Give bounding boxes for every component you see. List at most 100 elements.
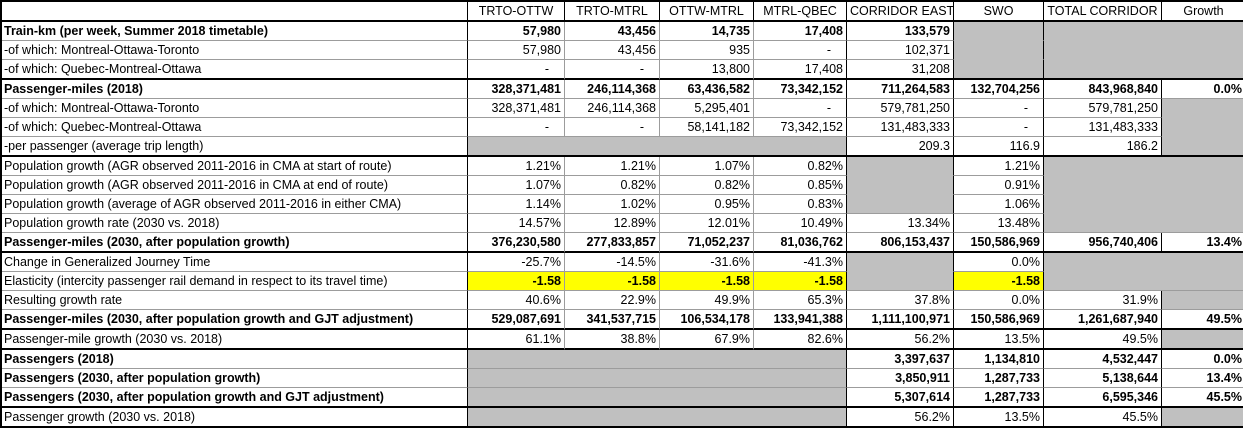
row-label[interactable]: Resulting growth rate [2, 291, 468, 310]
value-cell[interactable]: - [754, 99, 847, 118]
empty-cell[interactable] [954, 22, 1044, 41]
value-cell[interactable]: 1.07% [660, 157, 754, 176]
empty-cell[interactable] [1162, 330, 1243, 350]
value-cell[interactable]: 1,111,100,971 [847, 310, 954, 330]
column-header[interactable]: TOTAL CORRIDOR [1044, 2, 1162, 22]
value-cell[interactable]: 328,371,481 [468, 99, 565, 118]
empty-cell[interactable] [1044, 41, 1243, 60]
empty-cell[interactable] [468, 408, 847, 426]
value-cell[interactable]: -1.58 [565, 272, 660, 291]
column-header[interactable]: TRTO-OTTW [468, 2, 565, 22]
value-cell[interactable]: 13.5% [954, 330, 1044, 350]
value-cell[interactable]: -1.58 [954, 272, 1044, 291]
value-cell[interactable]: - [468, 118, 565, 137]
row-label[interactable]: Change in Generalized Journey Time [2, 253, 468, 272]
value-cell[interactable]: 31.9% [1044, 291, 1162, 310]
value-cell[interactable]: 0.82% [660, 176, 754, 195]
value-cell[interactable]: 0.95% [660, 195, 754, 214]
value-cell[interactable]: 0.83% [754, 195, 847, 214]
value-cell[interactable]: 43,456 [565, 22, 660, 41]
row-label[interactable]: Passengers (2018) [2, 350, 468, 369]
value-cell[interactable]: 49.9% [660, 291, 754, 310]
empty-cell[interactable] [1044, 60, 1243, 80]
row-label[interactable]: Train-km (per week, Summer 2018 timetabl… [2, 22, 468, 41]
value-cell[interactable]: 935 [660, 41, 754, 60]
value-cell[interactable]: 13.4% [1162, 233, 1243, 253]
value-cell[interactable]: 1,287,733 [954, 369, 1044, 388]
empty-cell[interactable] [847, 195, 954, 214]
value-cell[interactable]: 56.2% [847, 330, 954, 350]
value-cell[interactable]: 5,307,614 [847, 388, 954, 408]
value-cell[interactable]: 0.82% [754, 157, 847, 176]
value-cell[interactable]: -41.3% [754, 253, 847, 272]
value-cell[interactable]: 246,114,368 [565, 80, 660, 99]
empty-cell[interactable] [847, 176, 954, 195]
value-cell[interactable]: 13,800 [660, 60, 754, 80]
column-header[interactable]: Growth [1162, 2, 1243, 22]
value-cell[interactable]: 0.0% [1162, 80, 1243, 99]
value-cell[interactable]: 341,537,715 [565, 310, 660, 330]
value-cell[interactable]: 49.5% [1162, 310, 1243, 330]
row-label[interactable]: Passenger-mile growth (2030 vs. 2018) [2, 330, 468, 350]
row-label[interactable]: Passenger growth (2030 vs. 2018) [2, 408, 468, 426]
value-cell[interactable]: 0.82% [565, 176, 660, 195]
row-label[interactable]: Passengers (2030, after population growt… [2, 369, 468, 388]
row-label[interactable]: Population growth (average of AGR observ… [2, 195, 468, 214]
value-cell[interactable]: 328,371,481 [468, 80, 565, 99]
value-cell[interactable]: 12.89% [565, 214, 660, 233]
value-cell[interactable]: 133,579 [847, 22, 954, 41]
row-label[interactable]: Population growth rate (2030 vs. 2018) [2, 214, 468, 233]
value-cell[interactable]: 73,342,152 [754, 80, 847, 99]
value-cell[interactable]: 22.9% [565, 291, 660, 310]
column-header[interactable]: SWO [954, 2, 1044, 22]
empty-cell[interactable] [468, 350, 847, 369]
value-cell[interactable]: 116.9 [954, 137, 1044, 157]
value-cell[interactable]: 61.1% [468, 330, 565, 350]
row-label[interactable]: -of which: Montreal-Ottawa-Toronto [2, 99, 468, 118]
value-cell[interactable]: 106,534,178 [660, 310, 754, 330]
value-cell[interactable]: 14,735 [660, 22, 754, 41]
value-cell[interactable]: -1.58 [660, 272, 754, 291]
value-cell[interactable]: 1.21% [565, 157, 660, 176]
empty-cell[interactable] [847, 253, 954, 272]
value-cell[interactable]: -14.5% [565, 253, 660, 272]
corner-cell[interactable] [2, 2, 468, 22]
empty-cell[interactable] [1044, 214, 1243, 233]
value-cell[interactable]: 63,436,582 [660, 80, 754, 99]
value-cell[interactable]: 82.6% [754, 330, 847, 350]
empty-cell[interactable] [1162, 291, 1243, 310]
value-cell[interactable]: 45.5% [1044, 408, 1162, 426]
value-cell[interactable]: - [468, 60, 565, 80]
value-cell[interactable]: 579,781,250 [847, 99, 954, 118]
value-cell[interactable]: - [565, 118, 660, 137]
value-cell[interactable]: 14.57% [468, 214, 565, 233]
value-cell[interactable]: 956,740,406 [1044, 233, 1162, 253]
empty-cell[interactable] [1044, 195, 1243, 214]
value-cell[interactable]: 13.48% [954, 214, 1044, 233]
value-cell[interactable]: 37.8% [847, 291, 954, 310]
value-cell[interactable]: 1.06% [954, 195, 1044, 214]
value-cell[interactable]: 5,295,401 [660, 99, 754, 118]
empty-cell[interactable] [847, 272, 954, 291]
value-cell[interactable]: - [565, 60, 660, 80]
value-cell[interactable]: 4,532,447 [1044, 350, 1162, 369]
row-label[interactable]: Elasticity (intercity passenger rail dem… [2, 272, 468, 291]
value-cell[interactable]: 49.5% [1044, 330, 1162, 350]
value-cell[interactable]: -1.58 [468, 272, 565, 291]
empty-cell[interactable] [1044, 157, 1243, 176]
row-label[interactable]: Passengers (2030, after population growt… [2, 388, 468, 408]
value-cell[interactable]: 40.6% [468, 291, 565, 310]
value-cell[interactable]: 56.2% [847, 408, 954, 426]
row-label[interactable]: -of which: Montreal-Ottawa-Toronto [2, 41, 468, 60]
value-cell[interactable]: 65.3% [754, 291, 847, 310]
value-cell[interactable]: 5,138,644 [1044, 369, 1162, 388]
value-cell[interactable]: 3,850,911 [847, 369, 954, 388]
empty-cell[interactable] [1044, 176, 1243, 195]
value-cell[interactable]: 529,087,691 [468, 310, 565, 330]
row-label[interactable]: -per passenger (average trip length) [2, 137, 468, 157]
value-cell[interactable]: 17,408 [754, 22, 847, 41]
value-cell[interactable]: 1.21% [468, 157, 565, 176]
value-cell[interactable]: 6,595,346 [1044, 388, 1162, 408]
value-cell[interactable]: 43,456 [565, 41, 660, 60]
value-cell[interactable]: 843,968,840 [1044, 80, 1162, 99]
